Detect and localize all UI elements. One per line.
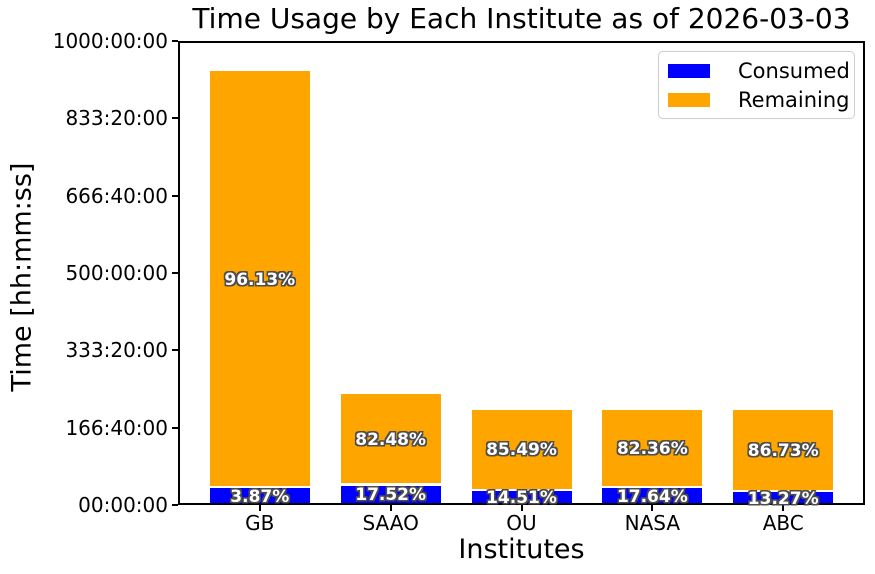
bar-abc-consumed bbox=[733, 492, 834, 505]
consumed-swatch-icon bbox=[668, 63, 710, 78]
x-tick-mark bbox=[389, 505, 392, 511]
bar-label-abc-remaining: 86.73% bbox=[747, 441, 819, 462]
x-tick-mark bbox=[520, 505, 523, 511]
y-tick-label: 333:20:00 bbox=[65, 338, 168, 363]
bar-label-abc-consumed: 13.27% bbox=[747, 488, 819, 509]
x-tick-label: NASA bbox=[624, 511, 681, 535]
bar-ou-consumed bbox=[471, 491, 572, 505]
y-tick-mark bbox=[172, 504, 178, 506]
bar-label-saao-remaining: 82.48% bbox=[355, 429, 427, 450]
bar-ou-remaining bbox=[471, 409, 572, 492]
legend-label: Consumed bbox=[738, 58, 850, 83]
remaining-swatch-icon bbox=[668, 92, 710, 107]
y-tick-mark bbox=[172, 272, 178, 274]
y-tick-label: 666:40:00 bbox=[65, 183, 168, 208]
bar-gb-consumed bbox=[209, 488, 310, 505]
bar-saao-remaining bbox=[340, 393, 441, 486]
bar-nasa-consumed bbox=[602, 488, 703, 505]
legend-item-consumed: Consumed bbox=[668, 60, 854, 82]
bar-abc-remaining bbox=[733, 409, 834, 493]
bar-label-saao-consumed: 17.52% bbox=[355, 485, 427, 506]
y-tick-mark bbox=[172, 426, 178, 429]
x-tick-label: GB bbox=[245, 511, 275, 535]
y-tick-label: 500:00:00 bbox=[65, 261, 168, 285]
bar-nasa-remaining bbox=[602, 409, 703, 489]
bar-saao-consumed bbox=[340, 485, 441, 505]
x-tick-label: SAAO bbox=[362, 511, 419, 535]
y-tick-mark bbox=[172, 40, 178, 42]
bar-label-gb-consumed: 3.87% bbox=[230, 486, 290, 507]
x-axis-label: Institutes bbox=[458, 534, 585, 565]
y-tick-label: 166:40:00 bbox=[65, 415, 168, 440]
y-tick-mark bbox=[172, 194, 178, 197]
x-tick-mark bbox=[258, 505, 261, 511]
legend-item-remaining: Remaining bbox=[668, 89, 854, 111]
bar-gb-remaining bbox=[209, 71, 310, 489]
bar-label-nasa-consumed: 17.64% bbox=[616, 486, 688, 507]
y-tick-mark bbox=[172, 349, 178, 352]
y-tick-label: 1000:00:00 bbox=[52, 29, 168, 53]
bar-label-ou-remaining: 85.49% bbox=[486, 440, 557, 461]
y-tick-mark bbox=[172, 117, 178, 120]
x-tick-mark bbox=[651, 505, 654, 511]
y-tick-label: 833:20:00 bbox=[65, 106, 168, 131]
x-tick-label: ABC bbox=[762, 511, 804, 535]
legend: Consumed Remaining bbox=[658, 51, 855, 119]
x-tick-mark bbox=[782, 505, 785, 511]
chart-title: Time Usage by Each Institute as of 2026-… bbox=[192, 2, 851, 35]
x-tick-label: OU bbox=[506, 511, 537, 535]
bar-label-gb-remaining: 96.13% bbox=[224, 269, 296, 290]
bar-label-ou-consumed: 14.51% bbox=[486, 488, 557, 509]
bar-label-nasa-remaining: 82.36% bbox=[616, 439, 688, 460]
y-tick-label: 00:00:00 bbox=[78, 493, 168, 517]
legend-label: Remaining bbox=[738, 87, 850, 112]
